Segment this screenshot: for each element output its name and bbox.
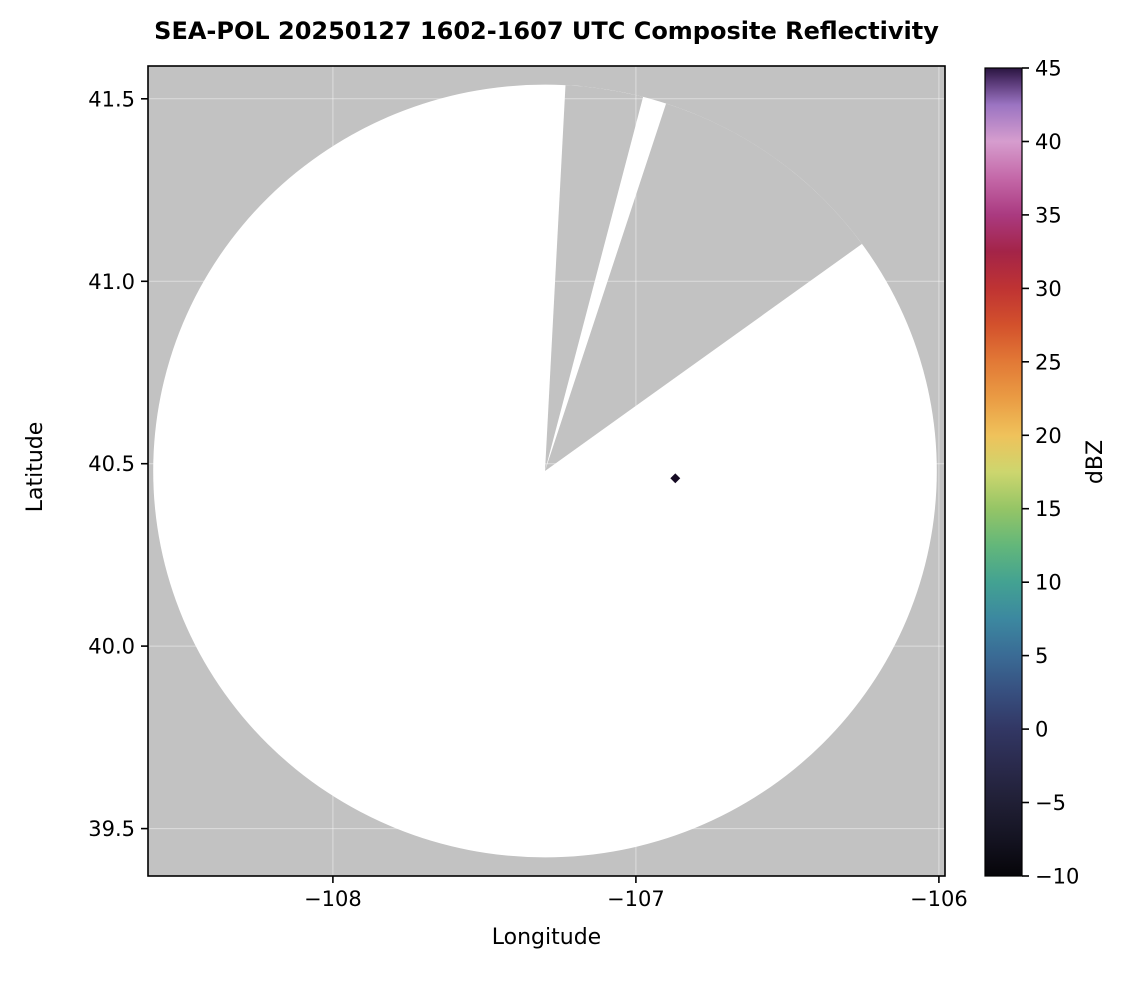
x-tick-label: −108	[304, 887, 362, 911]
x-tick-label: −107	[607, 887, 665, 911]
y-tick-label: 40.5	[88, 452, 135, 476]
x-tick-label: −106	[910, 887, 968, 911]
colorbar-tick-label: −5	[1035, 791, 1066, 815]
y-tick-label: 41.0	[88, 270, 135, 294]
colorbar-tick-label: 5	[1035, 644, 1048, 668]
colorbar-tick-label: 35	[1035, 203, 1062, 227]
colorbar-tick-label: 10	[1035, 571, 1062, 595]
x-axis-label: Longitude	[491, 925, 602, 950]
y-tick-label: 39.5	[88, 817, 135, 841]
plot-border	[147, 65, 946, 877]
missing-data-wedge	[545, 85, 644, 471]
colorbar-tick-label: 40	[1035, 130, 1062, 154]
figure-title: SEA-POL 20250127 1602-1607 UTC Composite…	[154, 17, 939, 45]
colorbar-tick-label: 25	[1035, 350, 1062, 374]
colorbar-tick-label: 20	[1035, 424, 1062, 448]
reflectivity-echo	[670, 473, 681, 484]
colorbar-tick-label: 0	[1035, 718, 1048, 742]
missing-data-wedge	[545, 103, 862, 471]
y-axis-label: Latitude	[22, 421, 48, 513]
colorbar	[984, 67, 1023, 877]
colorbar-tick-label: −10	[1035, 865, 1079, 889]
colorbar-tick-label: 15	[1035, 497, 1062, 521]
colorbar-tick-label: 30	[1035, 277, 1062, 301]
colorbar-label: dBZ	[1082, 439, 1108, 485]
colorbar-tick-label: 45	[1035, 57, 1062, 81]
y-tick-label: 40.0	[88, 635, 135, 659]
y-tick-label: 41.5	[88, 87, 135, 111]
